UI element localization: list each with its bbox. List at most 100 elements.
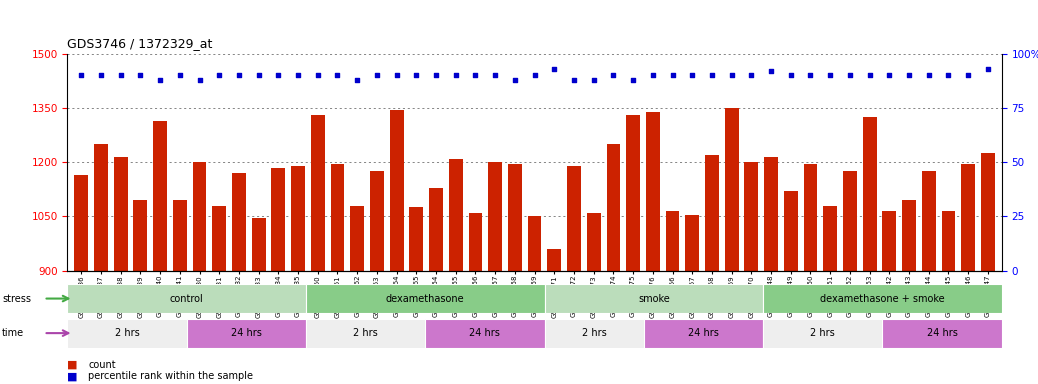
Point xyxy=(822,73,839,79)
Text: 2 hrs: 2 hrs xyxy=(811,328,836,338)
Bar xyxy=(665,211,680,271)
Bar xyxy=(902,200,916,271)
Text: 2 hrs: 2 hrs xyxy=(582,328,606,338)
Bar xyxy=(527,217,542,271)
Point xyxy=(862,73,878,79)
Bar xyxy=(941,211,955,271)
Bar xyxy=(213,206,226,271)
Bar xyxy=(193,162,207,271)
Bar xyxy=(468,213,483,271)
Text: GDS3746 / 1372329_at: GDS3746 / 1372329_at xyxy=(67,37,213,50)
Bar xyxy=(426,319,545,348)
Text: percentile rank within the sample: percentile rank within the sample xyxy=(88,371,253,381)
Point xyxy=(191,77,208,83)
Point xyxy=(684,73,701,79)
Point xyxy=(388,73,405,79)
Point xyxy=(270,73,286,79)
Bar xyxy=(823,206,837,271)
Point xyxy=(625,77,641,83)
Point xyxy=(171,73,188,79)
Bar xyxy=(744,162,759,271)
Point xyxy=(428,73,444,79)
Point xyxy=(585,77,602,83)
Bar xyxy=(725,108,739,271)
Bar xyxy=(545,284,763,313)
Point xyxy=(112,73,129,79)
Point xyxy=(960,73,977,79)
Bar xyxy=(448,159,463,271)
Bar xyxy=(75,175,88,271)
Bar xyxy=(67,284,306,313)
Bar xyxy=(843,171,856,271)
Point xyxy=(487,73,503,79)
Bar xyxy=(508,164,522,271)
Text: 24 hrs: 24 hrs xyxy=(688,328,719,338)
Bar xyxy=(626,115,640,271)
Bar xyxy=(350,206,364,271)
Point xyxy=(743,73,760,79)
Bar xyxy=(370,171,384,271)
Point xyxy=(881,73,898,79)
Bar xyxy=(94,144,108,271)
Bar xyxy=(154,121,167,271)
Text: 24 hrs: 24 hrs xyxy=(927,328,957,338)
Bar xyxy=(252,218,266,271)
Point xyxy=(152,77,168,83)
Point xyxy=(802,73,819,79)
Point xyxy=(73,73,89,79)
Point xyxy=(211,73,227,79)
Bar xyxy=(922,171,935,271)
Bar xyxy=(272,168,285,271)
Point xyxy=(763,68,780,74)
Point xyxy=(309,73,326,79)
Bar xyxy=(429,187,443,271)
Point xyxy=(526,73,543,79)
Bar xyxy=(330,164,345,271)
Point xyxy=(250,73,267,79)
Point xyxy=(723,73,740,79)
Point xyxy=(664,73,681,79)
Point xyxy=(783,73,799,79)
Bar xyxy=(606,144,621,271)
Text: 2 hrs: 2 hrs xyxy=(115,328,139,338)
Bar xyxy=(187,319,306,348)
Text: ■: ■ xyxy=(67,360,78,370)
Bar xyxy=(567,166,581,271)
Point xyxy=(901,73,918,79)
Bar xyxy=(763,319,882,348)
Point xyxy=(467,73,484,79)
Bar xyxy=(685,215,700,271)
Text: count: count xyxy=(88,360,116,370)
Bar xyxy=(306,284,545,313)
Bar xyxy=(488,162,502,271)
Bar xyxy=(292,166,305,271)
Point xyxy=(368,73,385,79)
Point xyxy=(940,73,957,79)
Point xyxy=(645,73,661,79)
Point xyxy=(132,73,148,79)
Text: ■: ■ xyxy=(67,371,78,381)
Bar xyxy=(306,319,426,348)
Bar xyxy=(705,155,719,271)
Bar xyxy=(114,157,128,271)
Text: smoke: smoke xyxy=(638,293,670,304)
Bar xyxy=(803,164,817,271)
Point xyxy=(546,66,563,72)
Text: 2 hrs: 2 hrs xyxy=(353,328,378,338)
Text: stress: stress xyxy=(2,293,31,304)
Text: control: control xyxy=(170,293,203,304)
Point xyxy=(447,73,464,79)
Text: time: time xyxy=(2,328,24,338)
Point xyxy=(842,73,858,79)
Bar xyxy=(545,319,644,348)
Bar xyxy=(882,319,1002,348)
Text: 24 hrs: 24 hrs xyxy=(230,328,262,338)
Bar xyxy=(784,191,797,271)
Text: dexamethasone: dexamethasone xyxy=(386,293,465,304)
Point xyxy=(349,77,365,83)
Point xyxy=(507,77,523,83)
Bar xyxy=(863,117,876,271)
Point xyxy=(566,77,582,83)
Bar xyxy=(981,153,994,271)
Bar xyxy=(961,164,975,271)
